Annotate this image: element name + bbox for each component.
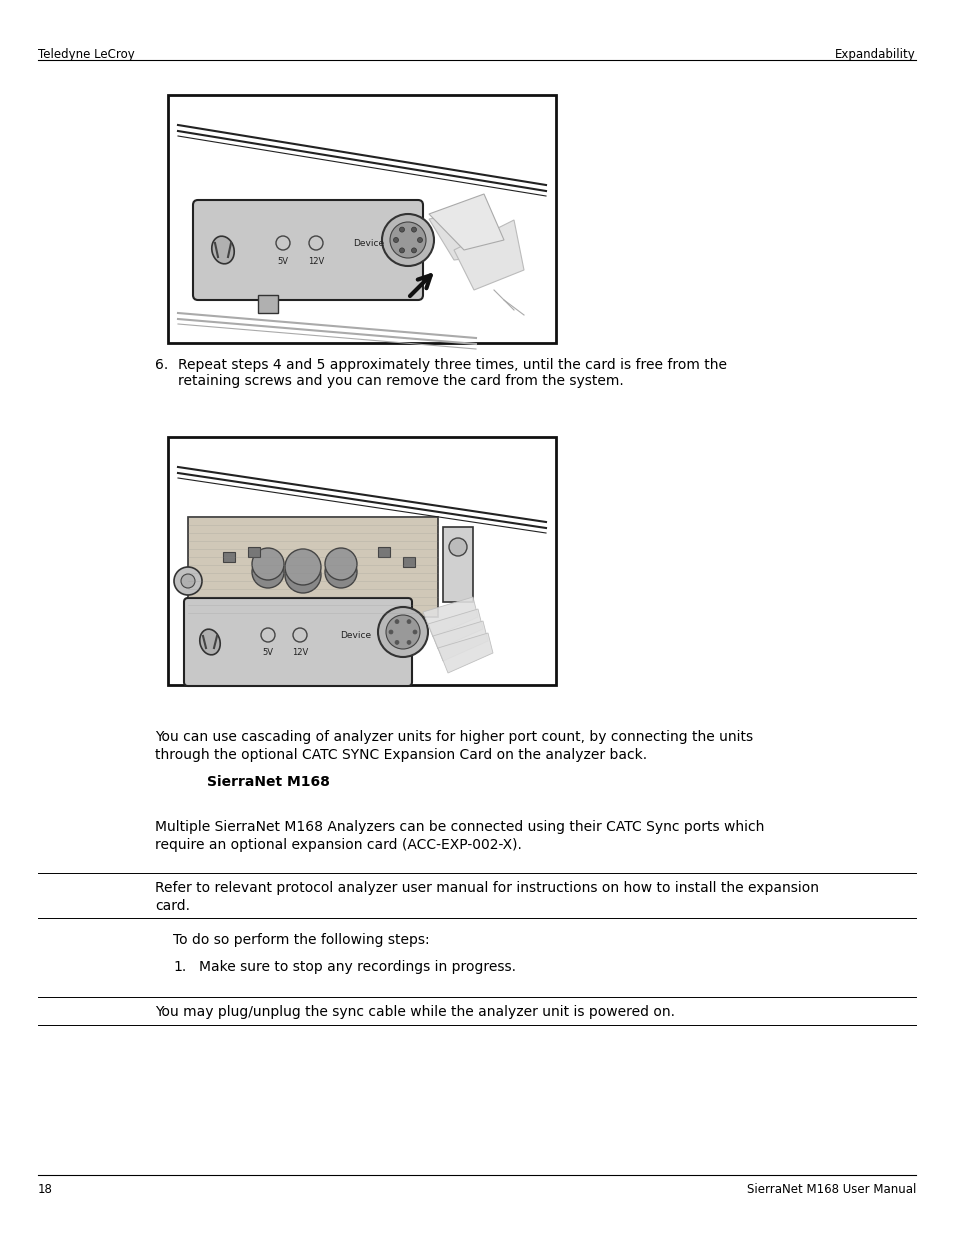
Circle shape [261,629,274,642]
Text: Expandability: Expandability [835,48,915,61]
Text: 12V: 12V [308,257,324,266]
Circle shape [173,567,202,595]
Ellipse shape [199,629,220,655]
Text: card.: card. [154,899,190,913]
Bar [170,98,554,341]
Circle shape [285,550,320,585]
Polygon shape [437,634,493,673]
Polygon shape [257,295,277,312]
Bar [188,517,437,618]
Bar [442,527,473,601]
Circle shape [309,236,323,249]
Text: through the optional CATC SYNC Expansion Card on the analyzer back.: through the optional CATC SYNC Expansion… [154,748,646,762]
Circle shape [386,615,419,650]
Bar [168,437,556,685]
Polygon shape [433,621,488,661]
Circle shape [275,236,290,249]
Ellipse shape [212,236,234,264]
Text: Device: Device [339,631,371,640]
Circle shape [407,641,411,645]
Circle shape [413,630,416,634]
Circle shape [411,227,416,232]
Bar [223,552,234,562]
Text: 12V: 12V [292,648,308,657]
Text: require an optional expansion card (ACC-EXP-002-X).: require an optional expansion card (ACC-… [154,839,521,852]
Text: 1.: 1. [172,960,186,974]
Text: 5V: 5V [262,648,274,657]
Circle shape [411,248,416,253]
Bar [377,547,390,557]
Circle shape [395,641,398,645]
Circle shape [252,556,284,588]
Polygon shape [428,609,482,650]
Text: You can use cascading of analyzer units for higher port count, by connecting the: You can use cascading of analyzer units … [154,730,752,743]
Polygon shape [422,597,477,637]
Text: Multiple SierraNet M168 Analyzers can be connected using their CATC Sync ports w: Multiple SierraNet M168 Analyzers can be… [154,820,763,834]
Circle shape [293,629,307,642]
Polygon shape [429,209,498,261]
Circle shape [381,214,434,266]
Text: Refer to relevant protocol analyzer user manual for instructions on how to insta: Refer to relevant protocol analyzer user… [154,881,818,895]
Circle shape [399,248,404,253]
Text: 6.: 6. [154,358,168,372]
Circle shape [377,606,428,657]
FancyBboxPatch shape [193,200,422,300]
Circle shape [407,620,411,624]
Circle shape [395,620,398,624]
Bar [168,95,556,343]
Circle shape [285,557,320,593]
Bar [248,547,260,557]
Circle shape [393,237,398,242]
Text: You may plug/unplug the sync cable while the analyzer unit is powered on.: You may plug/unplug the sync cable while… [154,1005,675,1019]
Circle shape [399,227,404,232]
Circle shape [325,556,356,588]
Polygon shape [454,220,523,290]
Text: 5V: 5V [277,257,288,266]
Text: Make sure to stop any recordings in progress.: Make sure to stop any recordings in prog… [199,960,516,974]
Text: To do so perform the following steps:: To do so perform the following steps: [172,932,429,947]
Circle shape [252,548,284,580]
Polygon shape [429,194,503,249]
Circle shape [449,538,467,556]
Text: 18: 18 [38,1183,52,1195]
Circle shape [181,574,194,588]
Bar [402,557,415,567]
Text: Teledyne LeCroy: Teledyne LeCroy [38,48,134,61]
Text: Repeat steps 4 and 5 approximately three times, until the card is free from the
: Repeat steps 4 and 5 approximately three… [178,358,726,388]
Circle shape [417,237,422,242]
FancyBboxPatch shape [184,598,412,685]
Text: SierraNet M168 User Manual: SierraNet M168 User Manual [746,1183,915,1195]
Circle shape [325,548,356,580]
Text: SierraNet M168: SierraNet M168 [207,776,330,789]
Circle shape [389,630,393,634]
Text: Device: Device [353,238,384,247]
Circle shape [390,222,426,258]
